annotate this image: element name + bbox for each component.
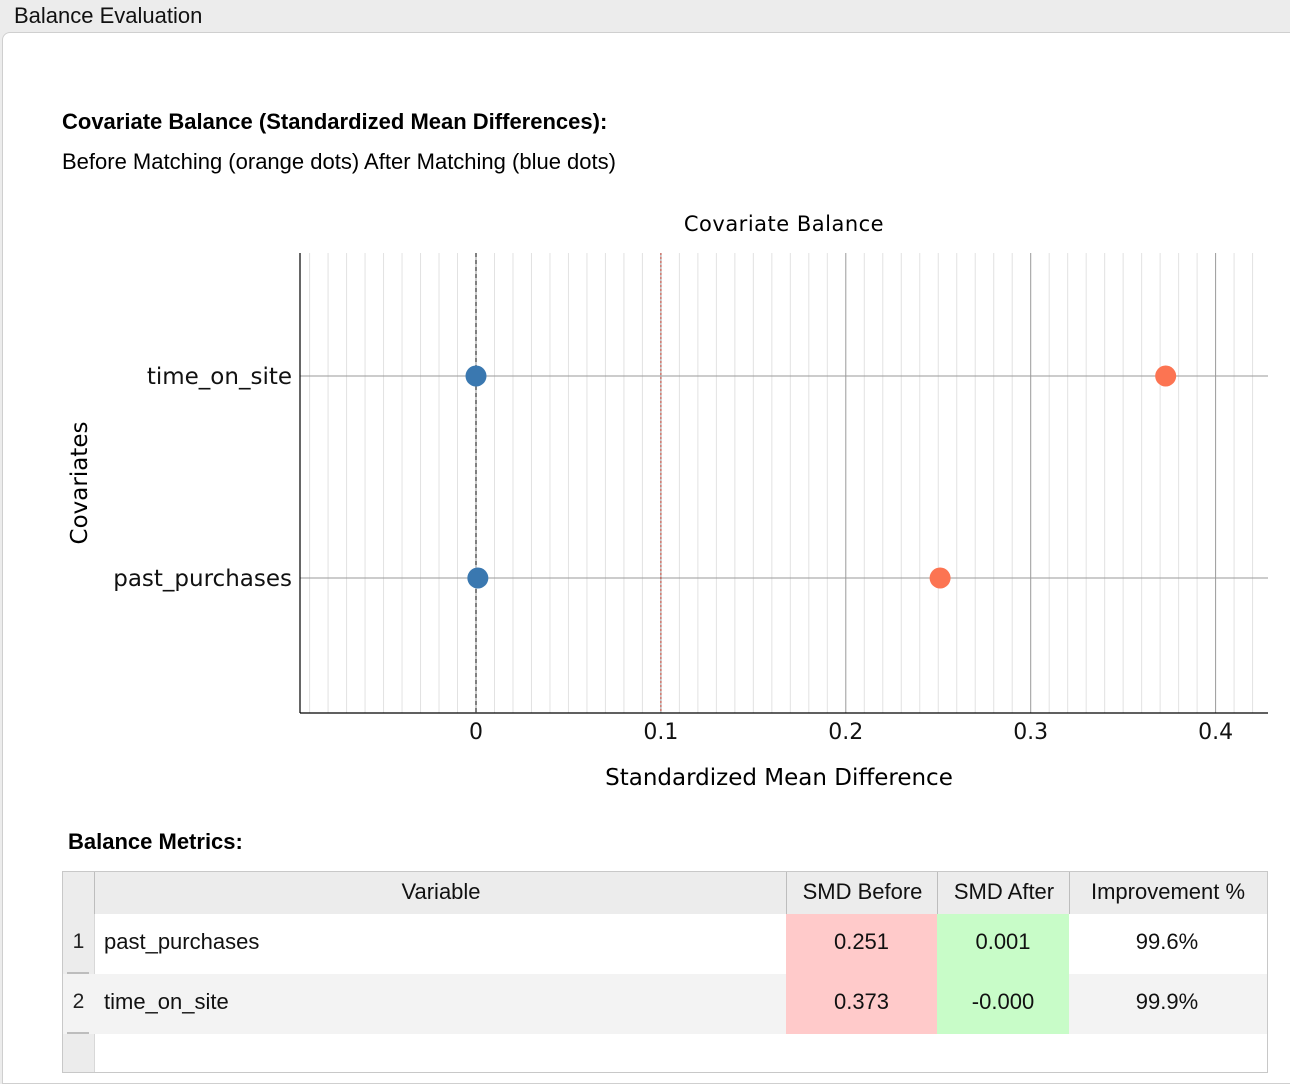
row-number: 2 [72, 990, 85, 1013]
chart-grid [300, 253, 1268, 713]
x-tick-label: 0.4 [1198, 720, 1233, 745]
before-matching-point [929, 567, 951, 589]
y-tick-label: time_on_site [147, 364, 292, 390]
row-separator [67, 1032, 89, 1034]
chart-points [465, 365, 1177, 589]
chart-y-axis-label: Covariates [67, 422, 93, 545]
chart-axes: 0 0.1 0.2 0.3 0.4 time_on_site past_purchases [113, 253, 1268, 745]
y-tick-label: past_purchases [113, 566, 292, 592]
cell-improvement[interactable]: 99.6% [1135, 929, 1199, 954]
window-tab-title[interactable]: Balance Evaluation [14, 3, 203, 28]
after-matching-point [465, 365, 487, 387]
cell-variable[interactable]: time_on_site [104, 989, 229, 1014]
chart-x-axis-label: Standardized Mean Difference [605, 765, 953, 791]
cell-variable[interactable]: past_purchases [104, 929, 260, 954]
x-tick-label: 0 [469, 720, 483, 745]
column-header-smd-after[interactable]: SMD After [937, 872, 1070, 914]
cell-smd-after[interactable]: 0.001 [937, 914, 1069, 974]
table-header-row: Variable SMD Before SMD After Improvemen… [94, 872, 1267, 914]
row-separator [67, 972, 89, 974]
section-heading: Covariate Balance (Standardized Mean Dif… [62, 109, 608, 134]
after-matching-point [467, 567, 489, 589]
x-tick-label: 0.3 [1013, 720, 1048, 745]
covariate-balance-chart: 0 0.1 0.2 0.3 0.4time_on_sitepast_purchases … [67, 212, 1268, 791]
column-header-smd-before[interactable]: SMD Before [786, 872, 938, 914]
metrics-heading: Balance Metrics: [68, 829, 243, 854]
chart-reference-lines [475, 253, 662, 713]
x-tick-label: 0.1 [643, 720, 678, 745]
cell-improvement[interactable]: 99.9% [1135, 989, 1199, 1014]
section-subheading: Before Matching (orange dots) After Matc… [62, 149, 616, 174]
column-header-improvement[interactable]: Improvement % [1069, 872, 1266, 914]
before-matching-point [1155, 365, 1177, 387]
table-row[interactable]: 2 time_on_site 0.373 -0.000 99.9% [63, 974, 1267, 1034]
x-tick-label: 0.2 [828, 720, 863, 745]
table-row[interactable]: 1 past_purchases 0.251 0.001 99.6% [63, 914, 1267, 974]
balance-metrics-table: Variable SMD Before SMD After Improvemen… [62, 871, 1268, 1073]
cell-smd-before[interactable]: 0.251 [786, 914, 937, 974]
chart-title: Covariate Balance [684, 212, 884, 236]
cell-smd-before[interactable]: 0.373 [786, 974, 937, 1034]
row-number: 1 [72, 930, 85, 953]
cell-smd-after[interactable]: -0.000 [937, 974, 1069, 1034]
column-header-variable[interactable]: Variable [94, 872, 787, 914]
